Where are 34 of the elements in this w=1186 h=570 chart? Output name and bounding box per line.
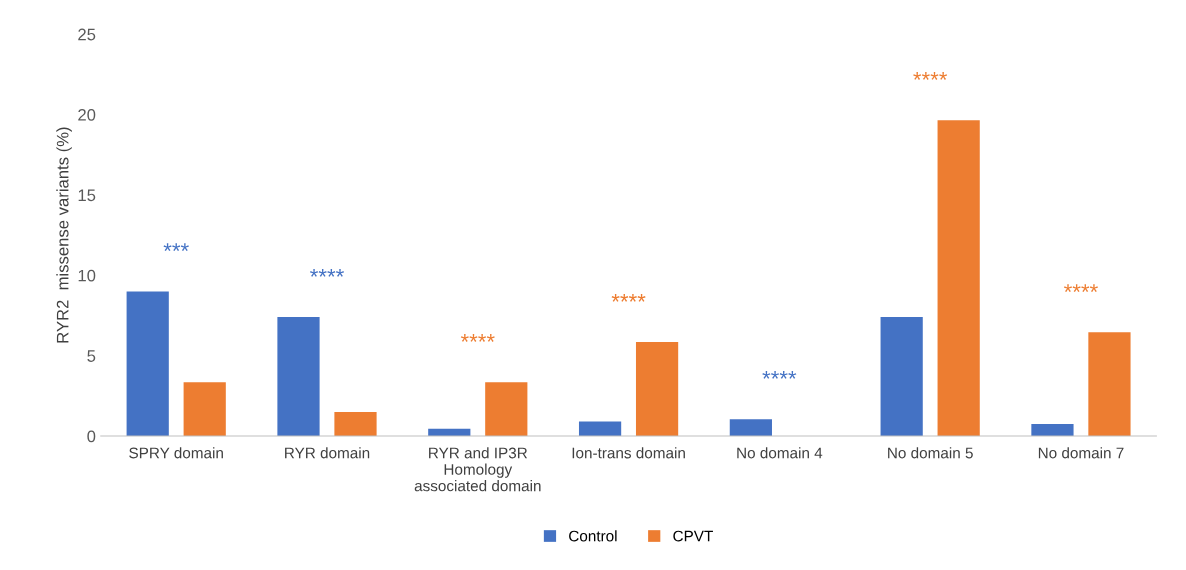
y-tick-label: 5 [87, 350, 96, 362]
bar [937, 120, 980, 437]
bar [277, 317, 320, 437]
bar [183, 382, 226, 437]
y-axis-title: RYR2 missense variants (%) [56, 127, 72, 343]
x-tick-label: RYR domain [285, 447, 370, 459]
legend-label: CPVT [673, 530, 713, 542]
annotation: **** [762, 371, 797, 379]
bar [1088, 332, 1131, 437]
legend-label: Control [569, 530, 617, 542]
x-tick-label: No domain 4 [737, 447, 823, 459]
annotation: **** [913, 72, 948, 80]
bar [334, 411, 377, 437]
bar [729, 419, 772, 437]
y-tick-label: 0 [87, 430, 96, 443]
x-tick-label: RYR and IP3R Homology associated domain [414, 447, 541, 492]
annotation: **** [1064, 284, 1098, 293]
y-tick-label: 10 [78, 269, 96, 282]
annotation: *** [163, 243, 189, 252]
bar [485, 382, 528, 437]
x-tick-label: No domain 5 [888, 447, 973, 459]
annotation: **** [611, 293, 646, 302]
x-tick-label: SPRY domain [129, 447, 223, 459]
bar [1031, 423, 1074, 437]
y-tick-label: 25 [78, 28, 96, 41]
x-tick-label: No domain 7 [1038, 447, 1124, 459]
y-tick-label: 15 [78, 189, 96, 202]
annotation: **** [460, 334, 495, 342]
bar [635, 342, 679, 437]
bar [880, 317, 923, 437]
x-tick-label: Ion-trans domain [572, 447, 685, 459]
y-tick-label: 20 [78, 108, 96, 121]
bar [126, 291, 169, 437]
annotation: **** [310, 268, 344, 277]
